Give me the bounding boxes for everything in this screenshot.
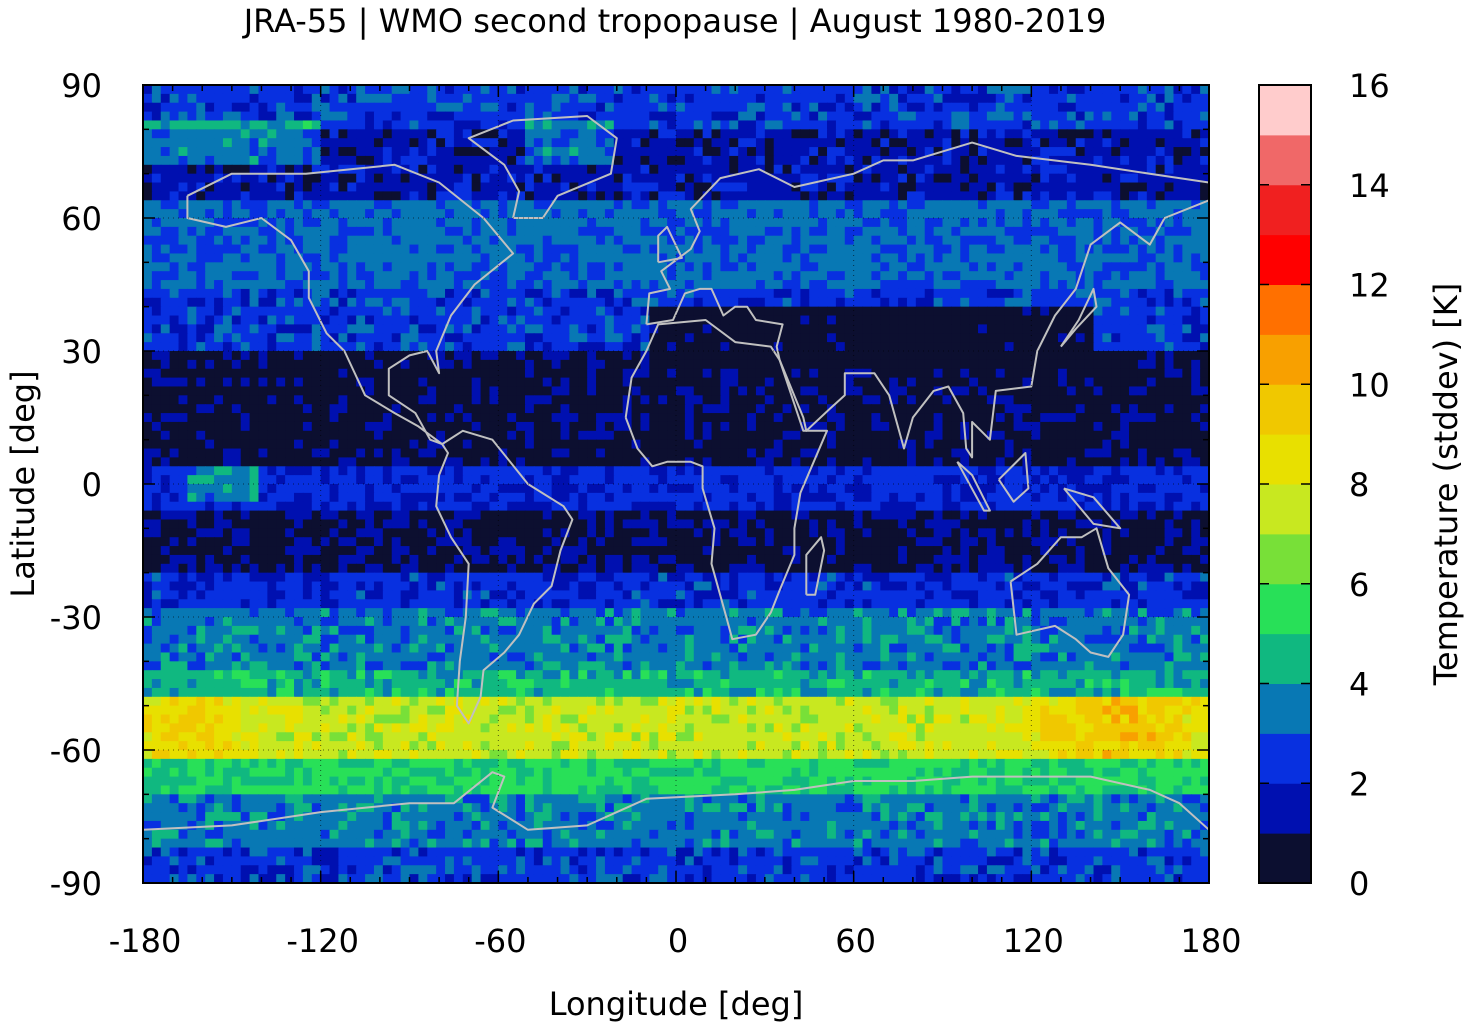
- x-tick-label: 60: [835, 922, 876, 960]
- chart-title: JRA-55 | WMO second tropopause | August …: [242, 2, 1107, 40]
- gridlines: [143, 85, 1209, 883]
- colorbar-swatch: [1259, 184, 1311, 236]
- x-axis: -180 -120 -60 0 60 120 180: [109, 85, 1242, 960]
- y-tick-label: 60: [61, 200, 102, 238]
- colorbar-tick-label: 16: [1349, 67, 1390, 105]
- coastline-2: [467, 115, 618, 219]
- coastline-6: [143, 771, 1209, 831]
- x-tick-label: 180: [1180, 922, 1241, 960]
- coastline-12: [1060, 287, 1098, 348]
- coastline-11: [657, 225, 683, 264]
- colorbar-swatch: [1259, 633, 1311, 684]
- colorbar-tick-label: 8: [1349, 466, 1369, 504]
- coastline-1: [435, 429, 574, 725]
- colorbar-swatch: [1259, 234, 1311, 285]
- colorbar-swatch: [1259, 85, 1311, 136]
- coastline-4: [645, 141, 1209, 459]
- colorbar-swatch: [1259, 434, 1311, 485]
- colorbar-swatch: [1259, 733, 1311, 784]
- x-tick-label: -120: [286, 922, 359, 960]
- colorbar-swatch: [1259, 134, 1311, 186]
- coastline-8: [956, 461, 991, 512]
- colorbar-swatch: [1259, 284, 1311, 335]
- colorbar-swatch: [1259, 484, 1311, 535]
- colorbar-swatch: [1259, 533, 1311, 585]
- x-tick-label: 120: [1003, 922, 1064, 960]
- y-axis: 90 60 30 0 -30 -60 -90: [50, 67, 1209, 903]
- colorbar-swatch: [1259, 683, 1311, 734]
- colorbar-swatch: [1259, 334, 1311, 385]
- colorbar-swatch: [1259, 833, 1311, 884]
- colorbar-tick-label: 0: [1349, 865, 1369, 903]
- coastline-7: [805, 536, 826, 596]
- colorbar-label: Temperature (stddev) [K]: [1427, 283, 1465, 686]
- coastline-5: [1009, 527, 1131, 658]
- colorbar-swatch: [1259, 583, 1311, 635]
- coastline-0: [186, 163, 515, 446]
- colorbar-tick-label: 10: [1349, 366, 1390, 404]
- x-tick-label: -180: [109, 922, 182, 960]
- y-tick-label: -30: [50, 599, 102, 637]
- colorbar-tick-label: 2: [1349, 765, 1369, 803]
- y-tick-label: 90: [61, 67, 102, 105]
- colorbar-swatch: [1259, 783, 1311, 834]
- x-tick-label: -60: [474, 922, 526, 960]
- coastline-10: [1063, 487, 1122, 530]
- coastline-9: [997, 452, 1030, 503]
- colorbar: 0 2 4 6 8 10 12 14 16: [1259, 67, 1390, 903]
- colorbar-swatch: [1259, 384, 1311, 435]
- temperature-field: [143, 85, 1209, 883]
- x-tick-label: 0: [668, 922, 688, 960]
- y-tick-label: -60: [50, 732, 102, 770]
- y-tick-label: 30: [61, 333, 102, 371]
- x-axis-label: Longitude [deg]: [549, 985, 804, 1023]
- colorbar-tick-label: 14: [1349, 167, 1390, 205]
- y-tick-label: -90: [50, 865, 102, 903]
- colorbar-tick-label: 12: [1349, 267, 1390, 305]
- colorbar-frame: [1258, 84, 1312, 884]
- colorbar-tick-label: 6: [1349, 566, 1369, 604]
- coastline-3: [624, 319, 828, 641]
- coastlines: [143, 115, 1209, 831]
- colorbar-tick-label: 4: [1349, 666, 1369, 704]
- y-axis-label: Latitude [deg]: [4, 370, 42, 597]
- y-tick-label: 0: [82, 466, 102, 504]
